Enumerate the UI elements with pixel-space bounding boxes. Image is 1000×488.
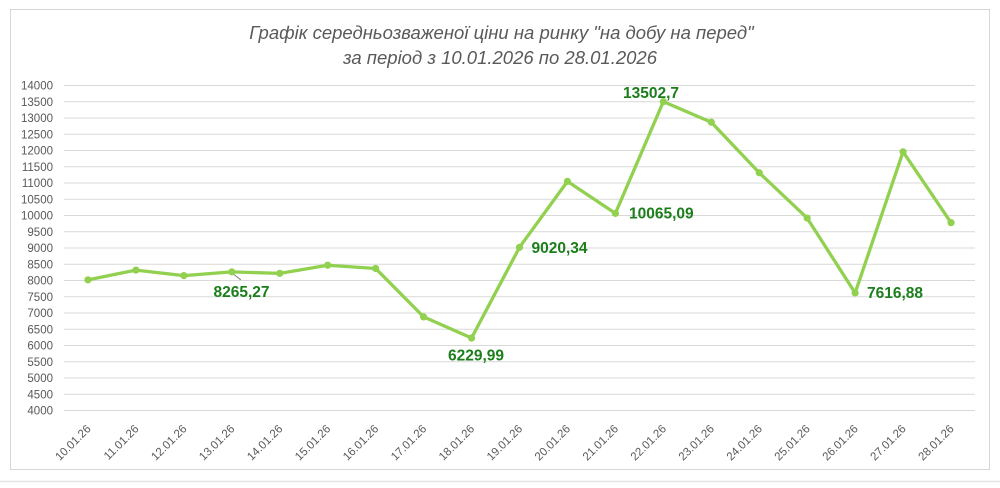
svg-text:10000: 10000	[21, 211, 53, 223]
svg-text:6500: 6500	[27, 324, 53, 336]
svg-text:11500: 11500	[22, 162, 53, 174]
svg-text:8000: 8000	[27, 276, 53, 288]
svg-text:9500: 9500	[27, 227, 53, 239]
svg-text:7616,88: 7616,88	[867, 285, 923, 302]
svg-text:13500: 13500	[21, 97, 53, 109]
svg-text:9020,34: 9020,34	[532, 240, 588, 257]
svg-text:13000: 13000	[21, 113, 53, 125]
svg-text:за період з 10.01.2026 по 28.0: за період з 10.01.2026 по 28.01.2026	[342, 47, 658, 68]
svg-text:7000: 7000	[27, 308, 53, 320]
svg-text:11000: 11000	[22, 178, 53, 190]
svg-text:12500: 12500	[21, 129, 53, 141]
svg-text:5000: 5000	[27, 373, 53, 385]
svg-text:9000: 9000	[27, 243, 53, 255]
svg-text:8500: 8500	[27, 259, 53, 271]
svg-text:4000: 4000	[27, 406, 53, 418]
svg-text:14000: 14000	[21, 81, 53, 93]
svg-text:Графік середньозваженої ціни н: Графік середньозваженої ціни на ринку "н…	[249, 22, 755, 43]
svg-text:4500: 4500	[27, 389, 53, 401]
svg-text:7500: 7500	[27, 292, 53, 304]
svg-text:12000: 12000	[21, 146, 53, 158]
svg-text:8265,27: 8265,27	[213, 284, 269, 301]
svg-text:5500: 5500	[27, 357, 53, 369]
svg-text:10500: 10500	[21, 194, 53, 206]
svg-text:6000: 6000	[27, 341, 53, 353]
svg-text:6229,99: 6229,99	[448, 348, 504, 365]
svg-text:10065,09: 10065,09	[629, 206, 694, 223]
svg-text:13502,7: 13502,7	[623, 85, 679, 102]
